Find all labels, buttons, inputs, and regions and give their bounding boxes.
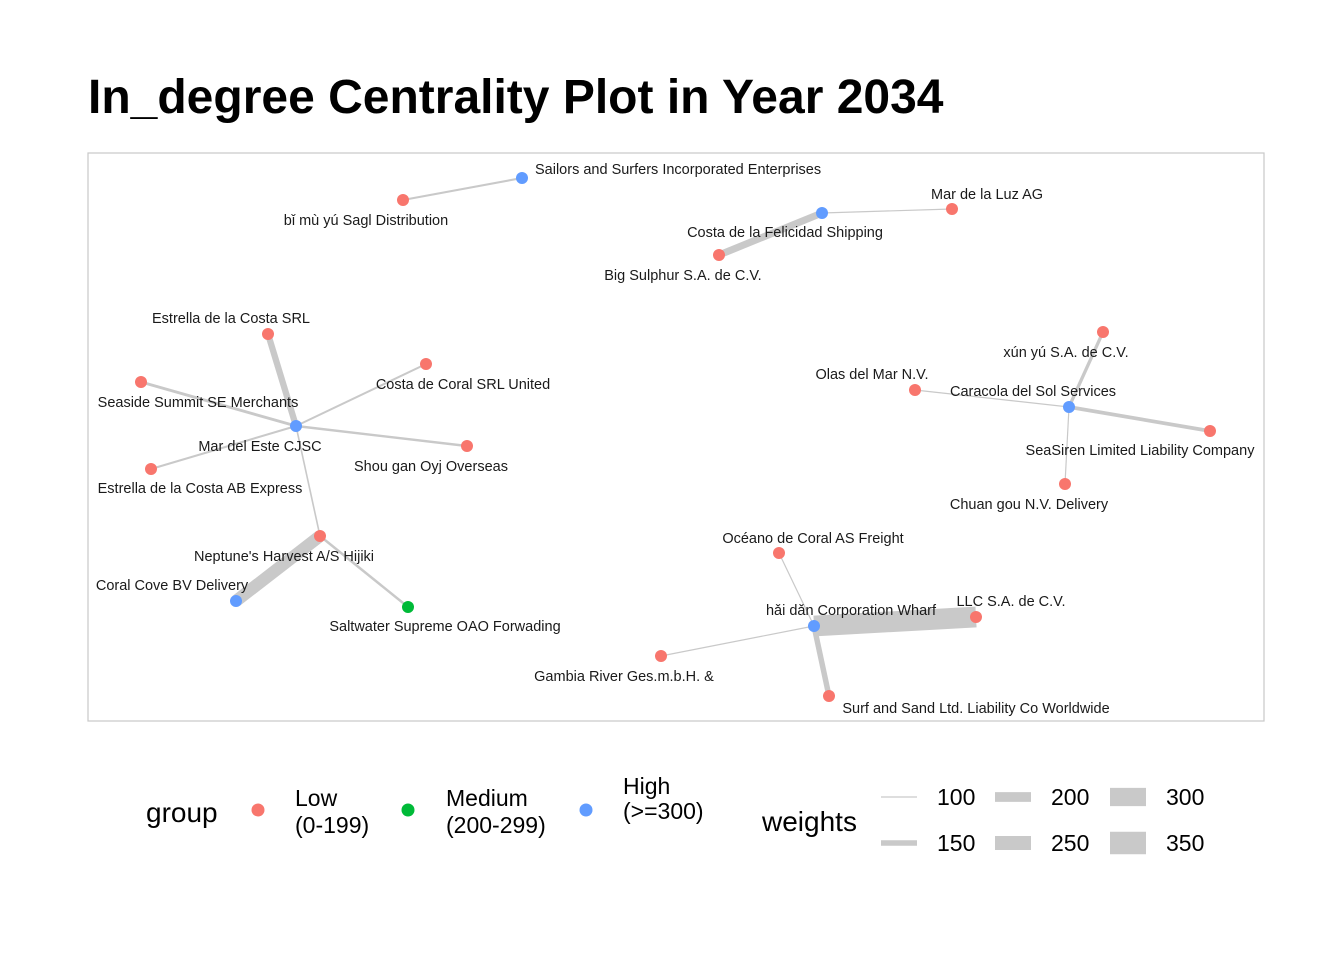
- node-gambia[interactable]: [655, 650, 667, 662]
- node-neptune[interactable]: [314, 530, 326, 542]
- edge-neptune-saltwater: [319, 535, 409, 608]
- legend-key-low: [251, 803, 265, 817]
- edge-luz-felicidad: [821, 208, 953, 214]
- edges-layer: [140, 176, 1211, 697]
- node-olas[interactable]: [909, 384, 921, 396]
- node-label-sulphur: Big Sulphur S.A. de C.V.: [604, 268, 761, 284]
- node-label-bimu: bǐ mù yú Sagl Distribution: [284, 213, 448, 229]
- node-label-llc: LLC S.A. de C.V.: [956, 594, 1065, 610]
- node-bimu[interactable]: [397, 194, 409, 206]
- node-label-seasiren: SeaSiren Limited Liability Company: [1026, 443, 1256, 459]
- node-haidan[interactable]: [808, 620, 820, 632]
- node-label-haidan: hǎi dǎn Corporation Wharf: [766, 603, 937, 619]
- legend-key-medium: [401, 803, 415, 817]
- plot-panel-border: [87, 152, 1265, 722]
- node-label-estrella_srl: Estrella de la Costa SRL: [152, 311, 310, 327]
- edge-llc-haidan: [813, 606, 977, 637]
- node-este[interactable]: [290, 420, 302, 432]
- node-shougan[interactable]: [461, 440, 473, 452]
- legend-key-high: [579, 803, 593, 817]
- weights-legend-label-150: 150: [937, 830, 975, 856]
- weights-legend-label-200: 200: [1051, 784, 1089, 810]
- node-label-coralcove: Coral Cove BV Delivery: [96, 578, 249, 594]
- edge-seasiren-caracola: [1068, 405, 1211, 433]
- chart-title: In_degree Centrality Plot in Year 2034: [88, 71, 944, 124]
- edge-estrella_ab-este: [150, 425, 297, 470]
- node-label-sailors: Sailors and Surfers Incorporated Enterpr…: [535, 162, 821, 178]
- node-estrella_ab[interactable]: [145, 463, 157, 475]
- node-surf[interactable]: [823, 690, 835, 702]
- legend-label-high-range: (>=300): [623, 798, 704, 824]
- node-saltwater[interactable]: [402, 601, 414, 613]
- node-label-seaside: Seaside Summit SE Merchants: [98, 395, 299, 411]
- node-chuangou[interactable]: [1059, 478, 1071, 490]
- legend-label-low-range: (0-199): [295, 812, 369, 838]
- weights-legend-label-350: 350: [1166, 830, 1204, 856]
- node-seaside[interactable]: [135, 376, 147, 388]
- node-llc[interactable]: [970, 611, 982, 623]
- legend: group Low(0-199) Medium(200-299) High(>=300…: [146, 773, 1204, 856]
- edge-oceano-haidan: [778, 552, 815, 627]
- weights-legend-label-250: 250: [1051, 830, 1089, 856]
- node-label-chuangou: Chuan gou N.V. Delivery: [950, 497, 1109, 513]
- nodes-layer: [135, 172, 1216, 702]
- edge-sulphur-felicidad: [717, 209, 824, 259]
- node-luz[interactable]: [946, 203, 958, 215]
- edge-olas-caracola: [914, 389, 1070, 408]
- edge-chuangou-caracola: [1064, 406, 1070, 485]
- edge-neptune-este: [295, 425, 321, 537]
- node-coral_srl[interactable]: [420, 358, 432, 370]
- edge-xunyu-caracola: [1067, 331, 1105, 408]
- node-label-este: Mar del Este CJSC: [198, 439, 321, 455]
- edge-estrella_srl-este: [264, 333, 300, 427]
- node-label-felicidad: Costa de la Felicidad Shipping: [687, 225, 883, 241]
- node-oceano[interactable]: [773, 547, 785, 559]
- legend-label-medium-name: Medium: [446, 785, 528, 811]
- edge-shougan-este: [295, 424, 468, 448]
- edge-bimu-sailors: [402, 176, 523, 202]
- edge-neptune-coralcove: [232, 531, 324, 606]
- edge-coral_srl-este: [295, 363, 427, 427]
- weights-legend-label-100: 100: [937, 784, 975, 810]
- edge-surf-haidan: [811, 625, 832, 697]
- node-sulphur[interactable]: [713, 249, 725, 261]
- weights-legend-label-300: 300: [1166, 784, 1204, 810]
- labels-layer: Sailors and Surfers Incorporated Enterpr…: [96, 162, 1255, 717]
- group-legend-title: group: [146, 797, 218, 828]
- node-label-olas: Olas del Mar N.V.: [815, 367, 928, 383]
- node-label-xunyu: xún yú S.A. de C.V.: [1003, 345, 1128, 361]
- weights-legend-title: weights: [761, 806, 857, 837]
- node-caracola[interactable]: [1063, 401, 1075, 413]
- node-sailors[interactable]: [516, 172, 528, 184]
- node-label-shougan: Shou gan Oyj Overseas: [354, 459, 508, 475]
- node-felicidad[interactable]: [816, 207, 828, 219]
- edge-gambia-haidan: [660, 625, 815, 657]
- node-seasiren[interactable]: [1204, 425, 1216, 437]
- node-xunyu[interactable]: [1097, 326, 1109, 338]
- node-coralcove[interactable]: [230, 595, 242, 607]
- node-label-oceano: Océano de Coral AS Freight: [722, 531, 903, 547]
- legend-label-high-name: High: [623, 773, 670, 799]
- node-label-luz: Mar de la Luz AG: [931, 187, 1043, 203]
- node-label-gambia: Gambia River Ges.m.b.H. &: [534, 669, 714, 685]
- legend-label-medium-range: (200-299): [446, 812, 546, 838]
- node-label-neptune: Neptune's Harvest A/S Hijiki: [194, 549, 374, 565]
- node-label-estrella_ab: Estrella de la Costa AB Express: [98, 481, 303, 497]
- legend-label-low-name: Low: [295, 785, 338, 811]
- node-label-saltwater: Saltwater Supreme OAO Forwading: [329, 619, 560, 635]
- node-label-coral_srl: Costa de Coral SRL United: [376, 377, 550, 393]
- node-estrella_srl[interactable]: [262, 328, 274, 340]
- node-label-caracola: Caracola del Sol Services: [950, 384, 1116, 400]
- edge-seaside-este: [140, 380, 297, 428]
- node-label-surf: Surf and Sand Ltd. Liability Co Worldwid…: [842, 701, 1109, 717]
